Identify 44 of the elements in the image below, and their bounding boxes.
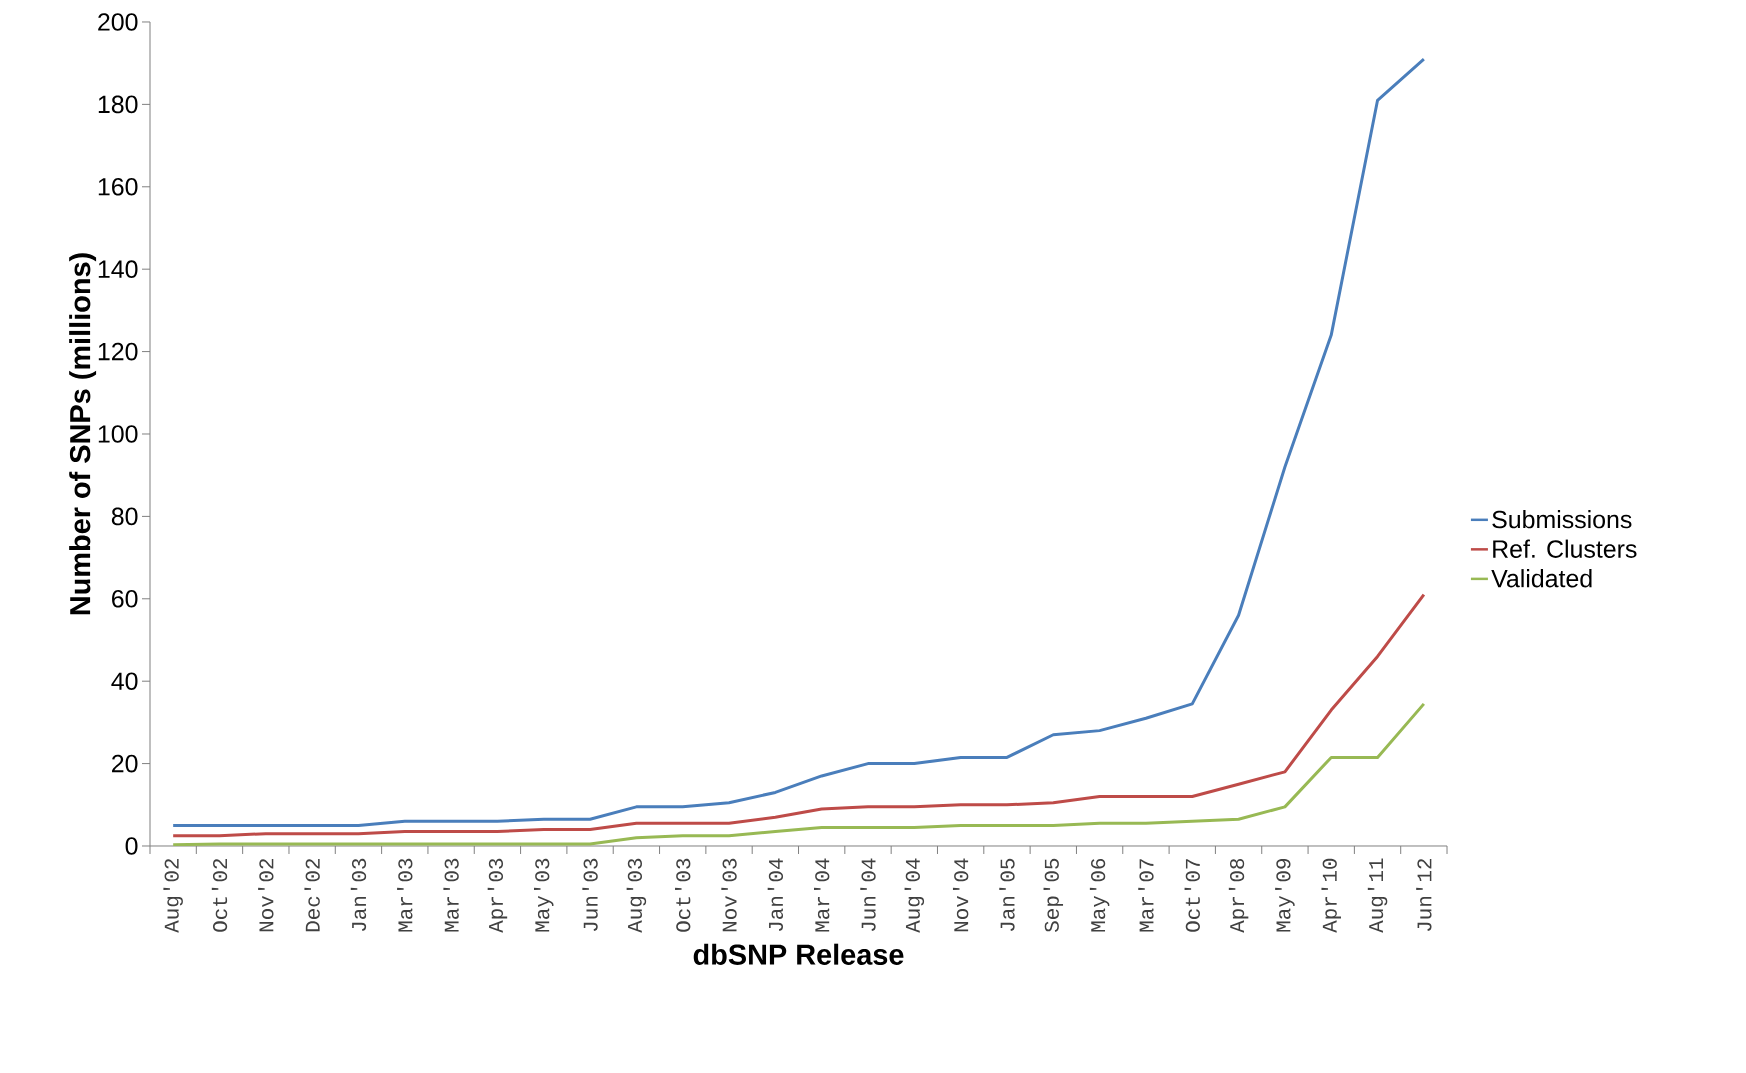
- x-tick-label: Jan'03: [350, 858, 367, 932]
- x-tick-label: Aug'03: [626, 858, 647, 933]
- x-tick-label: Nov'02: [258, 859, 274, 932]
- y-tick-label: 80: [111, 507, 138, 526]
- x-tick-label: Oct'07: [1184, 859, 1200, 932]
- x-tick-label: Jun'04: [860, 858, 876, 932]
- y-tick-label: 200: [98, 13, 138, 31]
- y-tick-label: 20: [112, 754, 138, 773]
- y-tick-label: 60: [112, 589, 138, 608]
- y-tick-label: 120: [98, 342, 138, 361]
- y-tick-label: 100: [98, 425, 138, 443]
- y-tick-label: 140: [98, 260, 138, 279]
- x-axis-title: dbSNP Release: [693, 943, 904, 965]
- x-tick-label: Nov'04: [952, 858, 969, 932]
- y-tick-label: 40: [111, 672, 138, 691]
- y-tick-label: 160: [98, 177, 138, 196]
- x-tick-label: Aug'04: [904, 858, 925, 933]
- x-tick-label: Dec'02: [304, 859, 320, 932]
- legend-label: Submissions: [1492, 510, 1632, 529]
- legend-label: Validated: [1491, 569, 1592, 588]
- x-tick-label: Apr'03: [487, 858, 508, 933]
- x-tick-label: Jan'05: [999, 858, 1015, 932]
- x-tick-label: May'06: [1089, 858, 1110, 932]
- x-tick-label: May'03: [534, 858, 554, 932]
- x-tick-label: Mar'04: [814, 858, 830, 932]
- x-tick-label: Mar'03: [443, 858, 459, 932]
- x-tick-label: Jan'04: [767, 858, 784, 932]
- x-tick-label: Jun'12: [1416, 859, 1432, 932]
- x-tick-label: Mar'03: [397, 858, 413, 932]
- x-tick-label: Apr'10: [1321, 858, 1341, 933]
- x-tick-label: Jun'03: [582, 858, 598, 932]
- x-tick-label: Aug'02: [163, 859, 183, 933]
- y-axis-title: Number of SNPs (millions): [69, 253, 97, 615]
- x-tick-label: Mar'07: [1138, 859, 1154, 932]
- x-tick-label: Apr'08: [1228, 858, 1249, 933]
- y-tick-label: 0: [125, 837, 138, 855]
- legend-label: Ref. Clusters: [1493, 539, 1637, 558]
- x-tick-label: Nov'03: [721, 858, 737, 932]
- x-tick-label: Oct'02: [211, 859, 228, 932]
- x-tick-label: Oct'03: [675, 858, 691, 932]
- y-tick-label: 180: [98, 95, 138, 114]
- x-tick-label: May'09: [1275, 858, 1295, 932]
- x-tick-label: Sep'05: [1043, 858, 1064, 933]
- x-tick-label: Aug'11: [1367, 858, 1388, 933]
